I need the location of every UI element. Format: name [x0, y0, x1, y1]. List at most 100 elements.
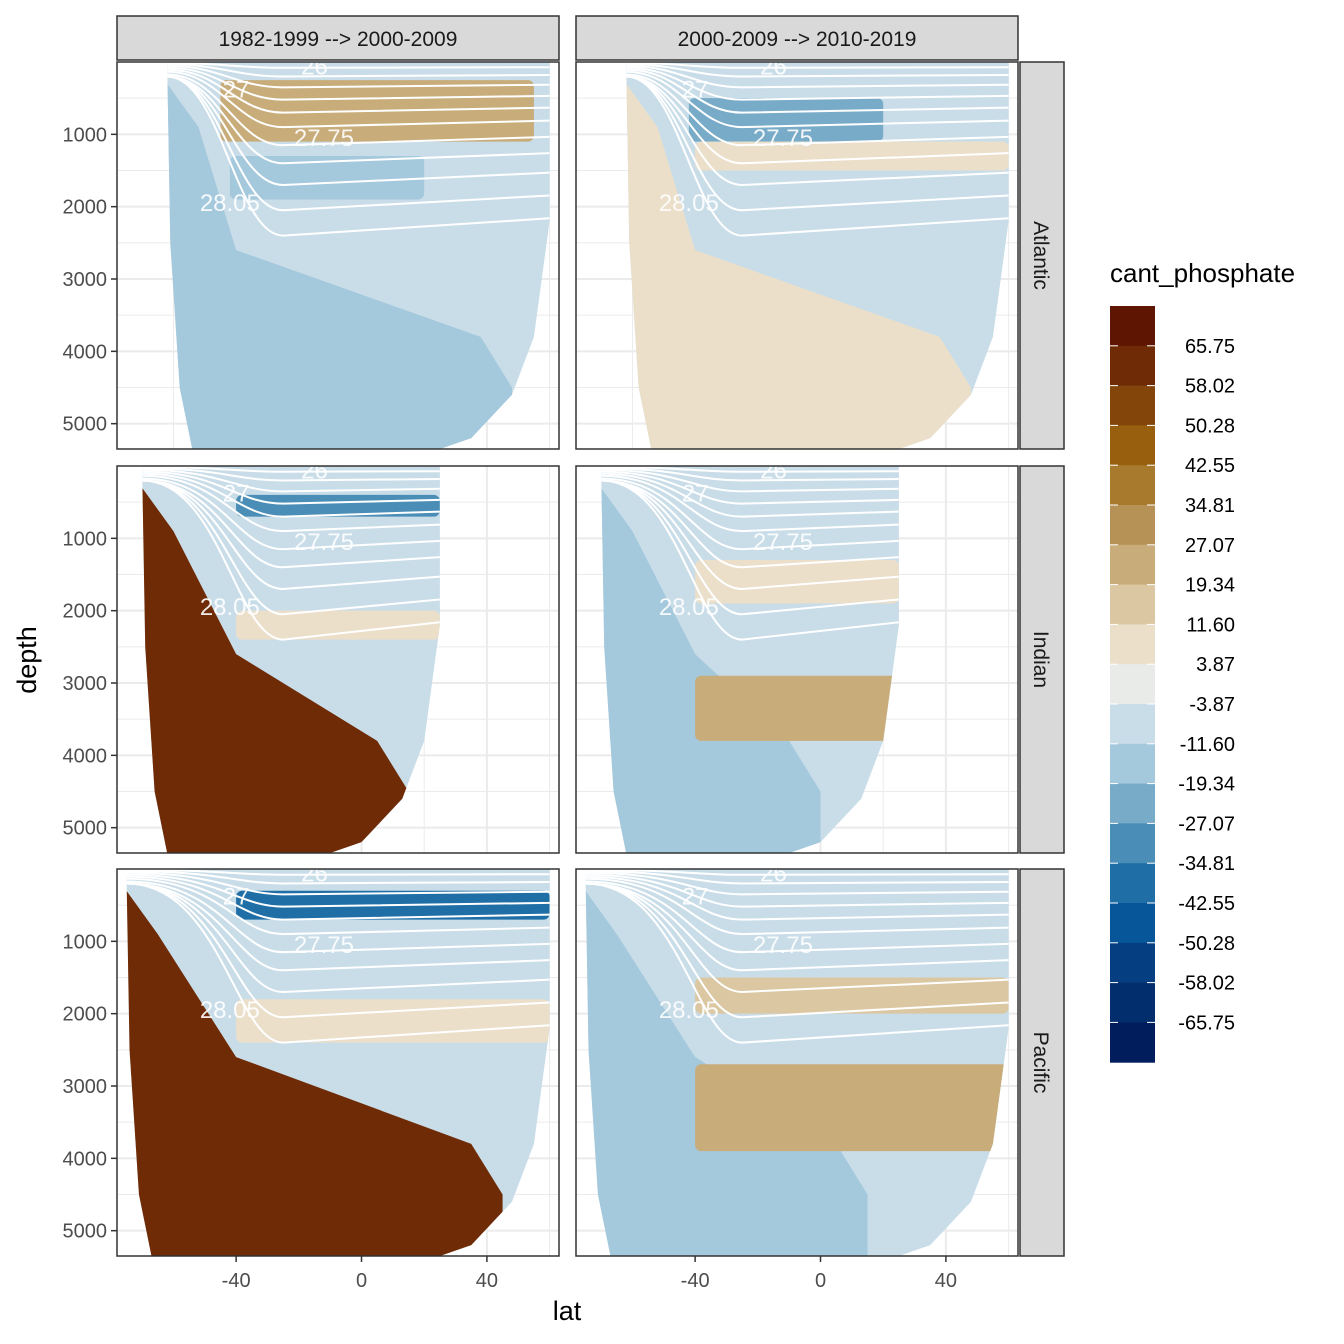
density-label: 27: [223, 480, 250, 507]
isopycnal-line: [142, 468, 440, 493]
axes: 1000 2000 3000 4000 5000 1000 2000 3000 4000 5000…: [63, 124, 958, 1292]
section-fill: 26 27 27.75 28.05: [585, 860, 1009, 1256]
density-label: 26: [760, 860, 787, 887]
isopycnal-line: [585, 873, 1009, 908]
strip-label: 1982-1999 --> 2000-2009: [219, 28, 458, 51]
x-tick-label: 0: [815, 1270, 826, 1292]
y-tick-label: 5000: [63, 414, 108, 436]
band-thermocline: [695, 977, 1009, 1014]
row-strip-indian: Indian: [1019, 465, 1065, 854]
density-label: 28.05: [659, 594, 719, 621]
isopycnal-line: [126, 870, 550, 885]
y-tick-label: 5000: [63, 818, 108, 840]
density-label: 28.05: [200, 594, 260, 621]
panel-border: [575, 465, 1019, 854]
band-deep: [167, 83, 512, 449]
legend-label: 65.75: [1185, 336, 1235, 358]
isopycnal-line: [601, 470, 899, 505]
isopycnal-line: [626, 66, 1009, 101]
isopycnal-line: [601, 479, 899, 590]
column-strip-0: 1982-1999 --> 2000-2009: [116, 15, 560, 61]
density-label: 27.75: [294, 932, 354, 959]
y-tick-label: 3000: [63, 1076, 108, 1098]
isopycnal-line: [626, 62, 1009, 69]
isopycnal-line: [585, 875, 1009, 921]
density-label: 27.75: [753, 932, 813, 959]
band-thermocline: [695, 141, 1009, 171]
legend-swatch: [1110, 743, 1155, 785]
x-axis-title: lat: [553, 1296, 582, 1326]
isopycnal-line: [167, 63, 550, 78]
isopycnals: [167, 62, 550, 237]
isopycnal-line: [142, 466, 440, 473]
y-tick-label: 1000: [63, 124, 108, 146]
legend-label: 27.07: [1185, 535, 1235, 557]
isopycnal-line: [585, 882, 1009, 993]
isopycnal-line: [142, 477, 440, 551]
isopycnal-line: [142, 472, 440, 518]
y-tick-label: 3000: [63, 673, 108, 695]
strip-label: Atlantic: [1029, 221, 1052, 290]
band-deep: [126, 890, 503, 1256]
legend-swatch: [1110, 425, 1155, 466]
legend-swatch: [1110, 306, 1155, 347]
panel-pacific-1: 26 27 27.75 28.05: [575, 860, 1019, 1257]
band-thermocline: [236, 610, 440, 640]
isopycnal-line: [126, 880, 550, 954]
strip-background: [1019, 868, 1065, 1257]
density-label: 26: [301, 860, 328, 887]
isopycnal-line: [142, 467, 440, 482]
isopycnal-line: [601, 472, 899, 518]
isopycnal-line: [601, 474, 899, 533]
isopycnal-line: [167, 62, 550, 69]
row-strip-atlantic: Atlantic: [1019, 61, 1065, 450]
isopycnal-line: [585, 869, 1009, 876]
isopycnal-line: [167, 66, 550, 101]
band-deep: [585, 890, 868, 1256]
legend-label: -11.60: [1180, 734, 1235, 756]
strip-background: [575, 15, 1019, 61]
isopycnal-line: [626, 75, 1009, 237]
y-tick-label: 2000: [63, 601, 108, 623]
section-fill: 26 27 27.75 28.05: [626, 62, 1009, 449]
y-tick-label: 4000: [63, 1148, 108, 1170]
section-fill: 26 27 27.75 28.05: [601, 457, 899, 853]
isopycnal-line: [585, 882, 1009, 1044]
density-label: 27: [223, 883, 250, 910]
legend-label: -34.81: [1178, 853, 1235, 875]
legend-swatch: [1110, 465, 1155, 506]
band-thermocline: [229, 156, 425, 200]
strip-label: Pacific: [1029, 1032, 1052, 1094]
isopycnal-line: [585, 877, 1009, 936]
isopycnal-line: [142, 479, 440, 590]
isopycnal-line: [585, 880, 1009, 954]
isopycnal-line: [142, 474, 440, 533]
density-label: 28.05: [659, 997, 719, 1024]
isopycnal-line: [167, 75, 550, 237]
legend-label: 19.34: [1185, 575, 1235, 597]
legend-swatch: [1110, 385, 1155, 426]
y-tick-label: 2000: [63, 197, 108, 219]
legend-title: cant_phosphate: [1110, 258, 1295, 288]
density-label: 26: [760, 457, 787, 484]
band-deep: [626, 83, 971, 449]
legend-swatch: [1110, 544, 1155, 586]
legend-swatch: [1110, 783, 1155, 824]
legend-swatch: [1110, 664, 1155, 705]
isopycnal-line: [585, 871, 1009, 896]
isopycnal-line: [167, 73, 550, 147]
band-thermocline: [695, 1064, 1009, 1152]
y-tick-label: 1000: [63, 931, 108, 953]
panel-border: [116, 61, 560, 450]
band-thermocline: [695, 675, 899, 741]
isopycnal-line: [601, 466, 899, 473]
section-fill: 26 27 27.75 28.05: [142, 466, 440, 853]
facet-strips: 1982-1999 --> 2000-2009 2000-2009 --> 201…: [116, 15, 1065, 1257]
isopycnals: [585, 869, 1009, 1044]
density-label: 28.05: [200, 190, 260, 217]
legend-label: -27.07: [1178, 813, 1235, 835]
y-tick-label: 4000: [63, 745, 108, 767]
legend-label: -42.55: [1178, 893, 1235, 915]
x-tick-label: -40: [222, 1270, 251, 1292]
isopycnal-line: [126, 875, 550, 921]
